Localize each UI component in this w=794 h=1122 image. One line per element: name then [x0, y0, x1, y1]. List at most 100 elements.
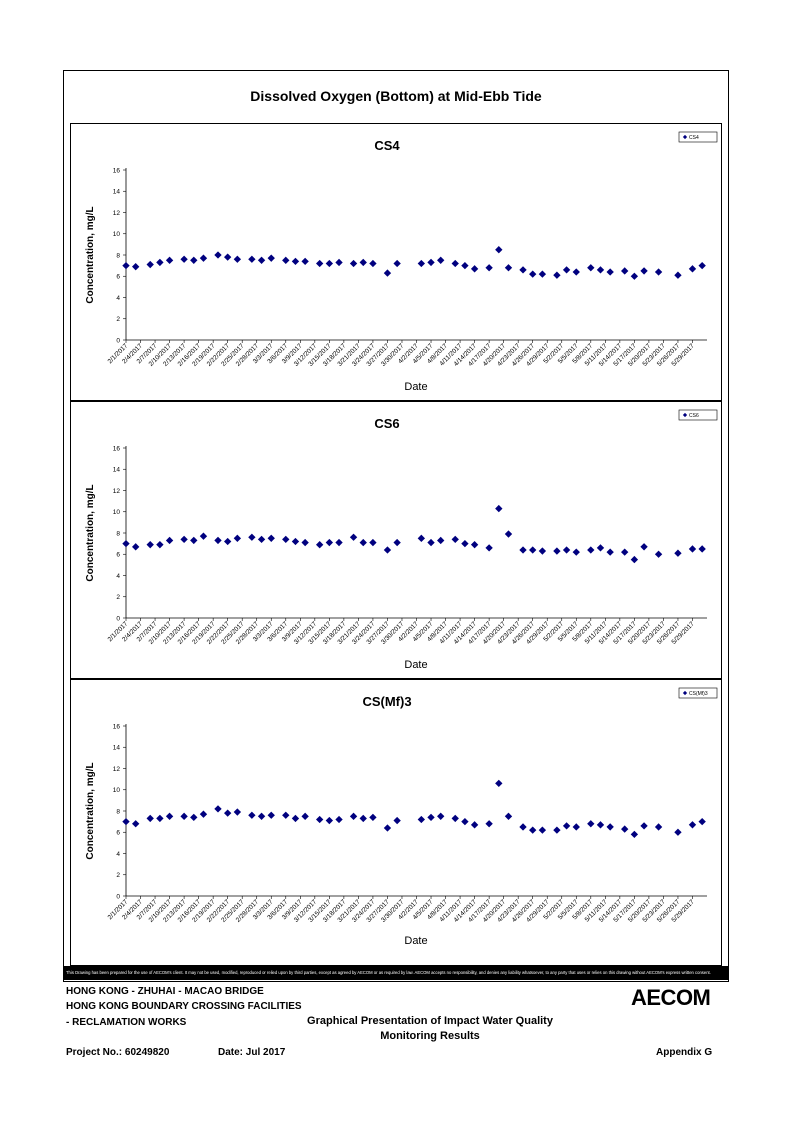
data-point — [223, 537, 232, 546]
data-point — [553, 826, 561, 834]
y-tick-label: 8 — [116, 252, 120, 259]
legend-box — [678, 131, 718, 143]
chart-panel-cs6: CS6 CS6 0 2 4 6 8 10 12 14 16 2/1/2017 2/4/2017 2/7/2… — [70, 401, 722, 679]
data-point — [325, 816, 334, 825]
data-point — [417, 815, 426, 824]
data-point — [621, 267, 629, 275]
data-point — [451, 259, 459, 268]
data-point — [291, 537, 300, 546]
data-point — [630, 272, 639, 280]
data-point — [248, 533, 256, 541]
data-point — [359, 258, 367, 267]
data-point — [461, 261, 469, 270]
data-point — [315, 541, 324, 549]
y-tick-label: 8 — [116, 808, 120, 815]
data-point — [165, 536, 174, 545]
legend-label: CS4 — [689, 135, 699, 141]
appendix-label: Appendix G — [656, 1047, 713, 1058]
y-axis-label: Concentration, mg/L — [85, 762, 96, 859]
project-number: Project No.: 60249820 — [66, 1047, 170, 1058]
y-tick-label: 6 — [116, 830, 120, 837]
data-point — [190, 256, 198, 264]
y-tick-label: 4 — [116, 573, 120, 580]
data-point — [267, 534, 275, 542]
data-point — [349, 812, 358, 820]
aecom-logo: AECOM — [631, 985, 711, 1010]
data-point — [470, 541, 479, 549]
data-point — [437, 812, 445, 820]
main-title: Dissolved Oxygen (Bottom) at Mid-Ebb Tid… — [250, 88, 542, 104]
data-point — [698, 817, 706, 826]
data-point — [485, 820, 493, 828]
data-point — [132, 263, 140, 271]
data-point — [315, 259, 324, 268]
data-point — [587, 264, 595, 272]
data-point — [315, 815, 324, 824]
disclaimer: This Drawing has been prepared for the u… — [63, 966, 729, 980]
data-point — [359, 814, 367, 823]
data-point — [132, 820, 140, 828]
data-point — [538, 270, 547, 278]
data-point — [122, 817, 130, 826]
data-point — [495, 779, 503, 788]
data-point — [470, 265, 479, 273]
data-point — [146, 541, 154, 549]
data-point — [572, 548, 580, 556]
data-point — [630, 555, 639, 564]
data-point — [190, 536, 198, 545]
y-tick-label: 16 — [113, 723, 121, 730]
data-point — [572, 823, 580, 831]
y-tick-label: 10 — [113, 787, 121, 794]
data-point — [553, 271, 561, 279]
chart-svg: CS6 CS602468101214162/1/20172/4/20172/7/2… — [85, 409, 718, 671]
y-tick-label: 4 — [116, 295, 120, 302]
data-point — [282, 811, 290, 819]
data-point — [393, 538, 401, 547]
data-point — [214, 805, 222, 813]
data-point — [393, 259, 401, 268]
data-point — [654, 550, 663, 558]
data-point — [504, 530, 513, 538]
data-point — [640, 543, 648, 551]
data-point — [267, 254, 275, 262]
project-line-3: - RECLAMATION WORKS — [66, 1017, 187, 1028]
data-point — [485, 264, 493, 272]
data-point — [383, 824, 392, 832]
y-tick-label: 12 — [113, 488, 121, 495]
data-point — [654, 823, 663, 831]
y-tick-label: 12 — [113, 766, 121, 773]
data-point — [165, 812, 174, 820]
data-point — [461, 817, 469, 826]
data-point — [156, 258, 164, 267]
data-point — [596, 544, 605, 552]
data-point — [538, 826, 547, 834]
legend-box — [678, 687, 718, 699]
data-point — [325, 259, 334, 268]
y-axis-label: Concentration, mg/L — [85, 484, 96, 581]
chart-svg: CS(Mf)3 CS(Mf)302468101214162/1/20172/4/2… — [85, 687, 718, 947]
data-point — [519, 266, 527, 274]
data-point — [630, 830, 639, 839]
y-tick-label: 10 — [113, 509, 121, 516]
data-point — [335, 538, 343, 547]
data-point — [180, 535, 188, 544]
data-point — [688, 821, 697, 829]
data-point — [470, 821, 479, 829]
data-point — [451, 535, 459, 544]
data-point — [562, 266, 571, 274]
data-point — [248, 811, 256, 819]
data-point — [640, 267, 648, 275]
data-point — [621, 825, 629, 833]
drawing-date: Date: Jul 2017 — [218, 1047, 286, 1058]
data-point — [383, 546, 392, 554]
data-point — [301, 538, 309, 547]
drawing-title-line-2: Monitoring Results — [380, 1030, 480, 1042]
data-point — [504, 264, 513, 272]
data-point — [562, 822, 571, 830]
data-point — [383, 269, 392, 277]
data-point — [562, 546, 571, 554]
data-point — [393, 816, 401, 825]
data-point — [606, 268, 614, 276]
data-point — [461, 539, 469, 548]
data-point — [132, 543, 140, 551]
